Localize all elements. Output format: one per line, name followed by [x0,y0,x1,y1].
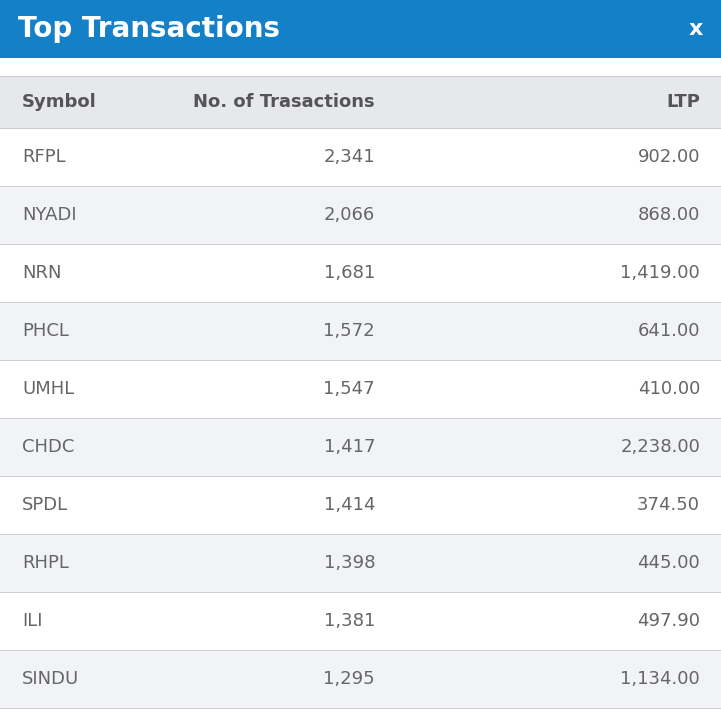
Bar [0,360,721,418]
Text: 445.00: 445.00 [637,554,700,572]
Text: 868.00: 868.00 [637,206,700,224]
Text: 1,681: 1,681 [324,264,375,282]
Text: 1,134.00: 1,134.00 [620,670,700,688]
Text: 1,547: 1,547 [324,380,375,398]
Text: 1,414: 1,414 [324,496,375,514]
Bar [0,128,721,186]
Bar [0,76,721,128]
Text: RFPL: RFPL [22,148,66,166]
Text: 902.00: 902.00 [637,148,700,166]
Text: SPDL: SPDL [22,496,68,514]
Bar [0,650,721,708]
Text: 641.00: 641.00 [637,322,700,340]
Text: 1,295: 1,295 [324,670,375,688]
Bar [0,418,721,476]
Bar [0,592,721,650]
Text: NYADI: NYADI [22,206,76,224]
Text: 2,238.00: 2,238.00 [620,438,700,456]
Text: 1,417: 1,417 [324,438,375,456]
Text: CHDC: CHDC [22,438,74,456]
Text: 2,066: 2,066 [324,206,375,224]
Text: 1,419.00: 1,419.00 [620,264,700,282]
Text: PHCL: PHCL [22,322,69,340]
Bar [0,244,721,302]
Text: NRN: NRN [22,264,61,282]
Text: UMHL: UMHL [22,380,74,398]
Bar [0,302,721,360]
Text: No. of Trasactions: No. of Trasactions [193,93,375,111]
Text: 497.90: 497.90 [637,612,700,630]
Text: 1,572: 1,572 [324,322,375,340]
Text: Symbol: Symbol [22,93,97,111]
Text: ILI: ILI [22,612,43,630]
Text: 1,381: 1,381 [324,612,375,630]
Bar [0,0,721,58]
Text: SINDU: SINDU [22,670,79,688]
Text: 2,341: 2,341 [324,148,375,166]
Bar [0,476,721,534]
Text: LTP: LTP [666,93,700,111]
Text: Top Transactions: Top Transactions [18,15,280,43]
Text: 410.00: 410.00 [637,380,700,398]
Text: 374.50: 374.50 [637,496,700,514]
Bar [0,186,721,244]
Bar [0,534,721,592]
Text: x: x [689,19,703,39]
Text: RHPL: RHPL [22,554,69,572]
Text: 1,398: 1,398 [324,554,375,572]
